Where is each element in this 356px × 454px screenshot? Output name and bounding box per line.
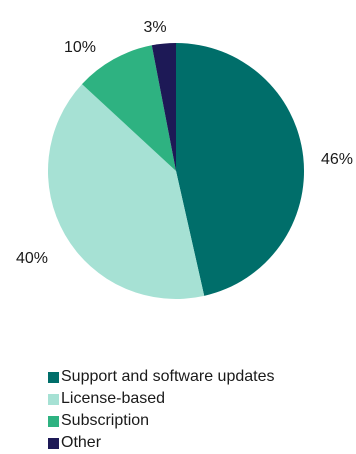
- data-label-other: 3%: [143, 19, 166, 36]
- pie-slice-license: [47, 84, 205, 300]
- data-label-support: 46%: [321, 151, 353, 168]
- legend-item-license: License-based: [48, 388, 274, 410]
- legend-swatch-subscription: [48, 415, 59, 427]
- data-label-subscription: 10%: [64, 39, 96, 56]
- legend-label-license: License-based: [61, 390, 166, 407]
- legend-swatch-license: [48, 393, 59, 405]
- legend-item-subscription: Subscription: [48, 410, 274, 432]
- legend-swatch-other: [48, 437, 59, 449]
- chart-legend: Support and software updates License-bas…: [48, 366, 274, 454]
- legend-label-support: Support and software updates: [61, 368, 275, 385]
- pie-slice-support: [176, 43, 305, 296]
- pie-slices: [47, 42, 305, 300]
- legend-item-other: Other: [48, 432, 274, 454]
- legend-swatch-support: [48, 371, 59, 383]
- pie-slice-subscription: [81, 45, 176, 172]
- legend-item-support: Support and software updates: [48, 366, 274, 388]
- pie-labels: 46% 40% 10% 3%: [16, 19, 353, 267]
- legend-label-other: Other: [61, 434, 102, 451]
- legend-label-subscription: Subscription: [61, 412, 150, 429]
- data-label-license: 40%: [16, 250, 48, 267]
- pie-slice-other: [151, 42, 176, 171]
